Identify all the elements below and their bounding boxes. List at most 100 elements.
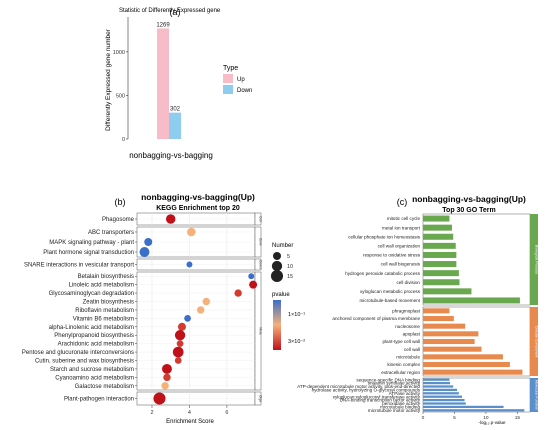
panel-a-y-tick-label: 0 [122, 137, 125, 143]
color-legend-title: pvalue [272, 292, 290, 298]
size-legend-dot [273, 252, 281, 260]
panel-c-subtitle: Top 30 GO Term [442, 207, 495, 214]
go-bar [423, 261, 457, 268]
go-term-label: mitotic cell cycle [387, 216, 421, 221]
enrichment-point [234, 289, 242, 297]
size-legend-label: 5 [287, 254, 290, 260]
term-label: Zeatin biosynthesis [83, 300, 134, 306]
panel-b-plot: Cell Phagosome Envir ABC transporters MAPK s… [22, 212, 262, 416]
term-label: Plant hormone signal transduction [43, 250, 134, 256]
go-bar [423, 392, 459, 395]
go-term-label: kinesin complex [387, 362, 420, 367]
panel-a-ylabel: Differently Expressed gene number [105, 28, 112, 131]
go-term-label: hydrolase activity, hydrolyzing O-glycos… [312, 388, 421, 393]
enrichment-point [172, 346, 184, 358]
facet-strip-label: Genet [258, 260, 262, 269]
enrichment-point [196, 306, 205, 314]
term-label: alpha-Linolenic acid metabolism [49, 325, 134, 331]
enrichment-point [202, 297, 211, 306]
color-legend-label-low: 3×10⁻² [288, 339, 305, 345]
panel-a-y-tick-label: 1000 [113, 50, 125, 56]
go-term-label: xyloglucan metabolic process [360, 289, 421, 294]
enrichment-point [162, 363, 172, 374]
panel-c: (c) nonbagging-vs-bagging(Up) Top 30 GO … [297, 194, 538, 425]
enrichment-point [174, 330, 186, 341]
go-term-label: cell wall biogenesis [381, 262, 421, 267]
facet-strip-label: Cell [258, 216, 262, 222]
go-term-label: plant-type cell wall [382, 339, 420, 344]
enrichment-point [177, 322, 186, 331]
panel-c-title: nonbagging-vs-bagging(Up) [412, 194, 526, 204]
panel-c-label: (c) [397, 197, 408, 207]
panel-b-subtitle: KEGG Enrichment top 20 [156, 205, 240, 212]
go-bar [423, 251, 457, 258]
go-x-tick-label: 0 [422, 415, 425, 421]
go-term-label: DNA-binding transcription factor activit… [340, 398, 421, 403]
x-tick-label: 2 [150, 410, 153, 416]
go-bar [423, 308, 450, 314]
color-legend-label-high: 1×10⁻¹ [288, 312, 305, 318]
go-term-label: microtubule [396, 354, 420, 359]
term-label: Starch and sucrose metabolism [50, 367, 134, 373]
go-term-label: anchored component of plasma membrane [332, 316, 420, 321]
legend-label-up: Up [237, 77, 245, 83]
go-bar [423, 388, 457, 392]
term-label: Riboflavin metabolism [75, 308, 134, 314]
enrichment-point [161, 382, 169, 390]
term-label: Cyanoamino acid metabolism [55, 375, 134, 381]
enrichment-point [187, 227, 196, 237]
enrichment-point [248, 273, 255, 280]
go-bar [423, 361, 510, 368]
go-x-tick-label: 15 [515, 415, 521, 421]
go-bar [423, 270, 459, 277]
go-bar [423, 395, 463, 398]
go-group-strip [530, 214, 538, 305]
bar-down [169, 112, 181, 139]
go-bar [423, 381, 451, 385]
go-bar [423, 279, 460, 286]
color-legend-bar [273, 300, 281, 350]
go-term-label: peroxidase activity [382, 401, 420, 406]
go-term-label: cell division [397, 280, 421, 285]
go-bar [423, 242, 456, 249]
go-term-label: cellular phosphate ion homeostasis [348, 234, 420, 239]
go-term-label: ATPase activity [389, 391, 421, 396]
term-label: Cutin, suberine and wax biosynthesis [35, 359, 134, 365]
go-bar [423, 315, 454, 322]
panel-a-title: Statistic of Differently Expressed gene [119, 8, 221, 14]
go-bar [423, 323, 466, 329]
legend-swatch-down [223, 85, 233, 94]
size-legend-label: 10 [287, 264, 293, 270]
bar-up [157, 28, 169, 140]
facet-strip-label: Envir [258, 238, 262, 246]
go-bar [423, 215, 450, 222]
go-bar [423, 224, 452, 231]
go-term-label: microtubule binding [380, 405, 420, 410]
enrichment-point [139, 247, 150, 257]
size-legend-dot [271, 260, 283, 272]
enrichment-point [153, 392, 166, 405]
panel-b-xlabel: Enrichment Score [166, 419, 214, 425]
enrichment-point [144, 238, 153, 246]
term-label: Galactose metabolism [75, 384, 134, 390]
go-bar [423, 346, 482, 352]
go-group-strip [530, 307, 538, 376]
go-x-tick-label: 5 [453, 415, 456, 421]
go-group-label: Molecular Function [535, 380, 539, 410]
x-tick-label: 4 [188, 410, 191, 416]
go-bar [423, 233, 454, 240]
enrichment-point [249, 280, 258, 289]
legend-label-down: Down [237, 88, 252, 94]
go-term-label: sequence-specific DNA binding [356, 377, 420, 382]
go-term-label: extracellular region [381, 370, 420, 375]
size-legend-title: Number [272, 243, 293, 249]
term-label: Vitamin B6 metabolism [73, 316, 134, 322]
term-label: Betalain biosynthesis [78, 274, 134, 280]
panel-a-xcategory: nonbagging-vs-bagging [129, 151, 213, 160]
go-bar [423, 378, 450, 381]
term-label: Glycosaminoglycan degradation [49, 291, 134, 297]
term-label: Linoleic acid metabolism [69, 283, 134, 289]
go-bar [423, 385, 454, 388]
term-label: Phenylpropanoid biosynthesis [54, 333, 134, 339]
